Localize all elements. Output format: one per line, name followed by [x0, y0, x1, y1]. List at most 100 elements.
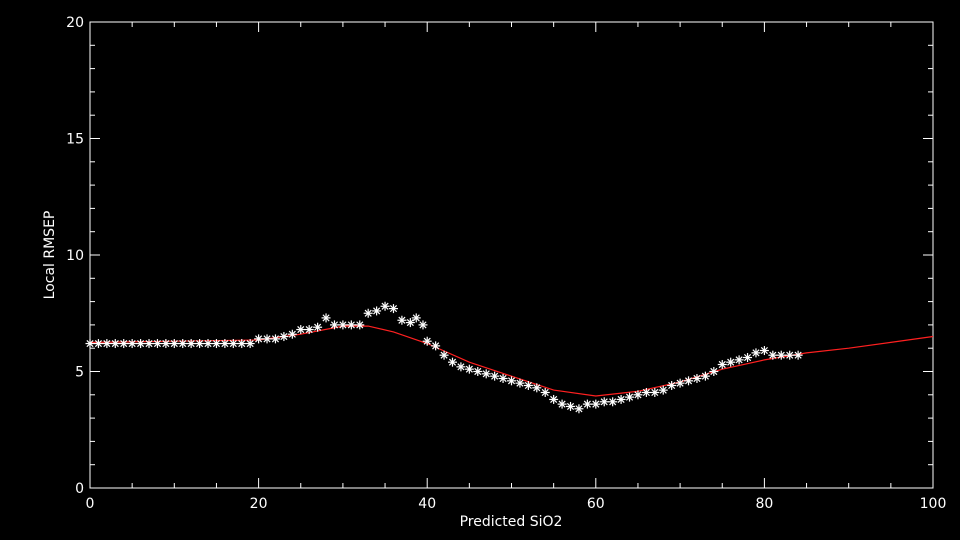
data-point — [422, 336, 432, 346]
data-point — [776, 350, 786, 360]
data-point — [481, 369, 491, 379]
data-point — [93, 339, 103, 349]
data-point — [228, 339, 238, 349]
data-point — [591, 399, 601, 409]
data-point — [169, 339, 179, 349]
data-point — [549, 394, 559, 404]
data-point — [456, 362, 466, 372]
data-point — [574, 404, 584, 414]
data-point — [523, 380, 533, 390]
data-point — [346, 320, 356, 330]
data-point — [405, 318, 415, 328]
data-point — [540, 387, 550, 397]
data-point — [85, 339, 95, 349]
plot-frame — [89, 21, 934, 489]
data-point — [127, 339, 137, 349]
data-point — [785, 350, 795, 360]
y-tick-label: 0 — [75, 481, 84, 497]
data-point — [608, 397, 618, 407]
data-point — [338, 320, 348, 330]
data-point — [557, 399, 567, 409]
axis-ticks — [89, 21, 934, 489]
data-point — [313, 322, 323, 332]
data-point — [768, 350, 778, 360]
data-point — [144, 339, 154, 349]
data-point — [262, 334, 272, 344]
data-point — [102, 339, 112, 349]
data-point — [743, 353, 753, 363]
data-point — [195, 339, 205, 349]
data-point — [439, 350, 449, 360]
x-tick-label: 0 — [86, 496, 95, 512]
data-point — [532, 383, 542, 393]
data-point — [507, 376, 516, 386]
data-point — [447, 357, 457, 367]
y-tick-label: 15 — [66, 132, 84, 148]
data-point — [161, 339, 171, 349]
data-point — [675, 378, 685, 388]
y-tick-label: 10 — [66, 248, 84, 264]
data-point — [700, 371, 710, 381]
data-point — [380, 301, 390, 311]
data-point — [734, 355, 744, 365]
data-point — [397, 315, 407, 325]
data-point — [625, 392, 635, 402]
data-point — [692, 373, 702, 383]
data-point — [464, 364, 474, 374]
data-point — [633, 390, 643, 400]
data-point — [418, 320, 428, 330]
fit-line — [89, 325, 934, 397]
data-point — [751, 348, 761, 358]
data-point — [650, 387, 660, 397]
x-tick-label: 100 — [920, 496, 947, 512]
data-point — [363, 308, 373, 318]
data-point — [287, 329, 297, 339]
data-point — [296, 325, 306, 335]
data-point — [119, 339, 129, 349]
data-point — [372, 306, 382, 316]
data-point — [304, 325, 314, 335]
y-tick-label: 20 — [66, 15, 84, 31]
data-point — [684, 376, 694, 386]
x-tick-label: 80 — [755, 496, 773, 512]
data-point — [717, 360, 727, 370]
data-point — [599, 397, 609, 407]
data-point — [411, 313, 421, 323]
data-point — [566, 401, 576, 411]
y-tick-label: 5 — [75, 365, 84, 381]
data-points — [85, 301, 803, 414]
x-axis-title: Predicted SiO2 — [460, 514, 563, 530]
data-point — [515, 378, 525, 388]
data-point — [388, 304, 398, 314]
data-point — [329, 320, 339, 330]
data-point — [279, 332, 289, 342]
data-point — [667, 380, 677, 390]
x-tick-label: 40 — [418, 496, 436, 512]
data-point — [211, 339, 221, 349]
data-point — [186, 339, 196, 349]
data-point — [658, 385, 668, 395]
data-point — [321, 313, 331, 323]
data-point — [152, 339, 162, 349]
data-point — [237, 339, 247, 349]
data-point — [709, 367, 719, 376]
data-point — [582, 399, 592, 409]
data-point — [793, 350, 803, 360]
axis-tick-labels: 0 20 40 60 80 100 0 5 10 15 20 — [66, 15, 946, 512]
data-point — [136, 339, 146, 349]
data-point — [498, 373, 508, 383]
data-point — [473, 367, 483, 376]
data-point — [178, 339, 188, 349]
data-point — [110, 339, 120, 349]
data-point — [490, 371, 500, 381]
data-point — [254, 334, 264, 344]
data-point — [641, 387, 651, 397]
data-point — [759, 346, 769, 356]
data-point — [220, 339, 230, 349]
x-tick-label: 60 — [587, 496, 605, 512]
data-point — [431, 341, 441, 351]
data-point — [203, 339, 213, 349]
x-tick-label: 20 — [250, 496, 268, 512]
data-point — [355, 320, 365, 330]
